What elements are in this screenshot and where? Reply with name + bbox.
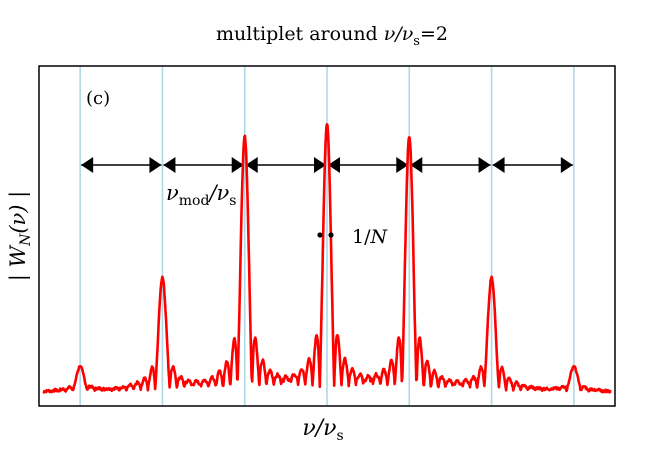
ylabel-open: | W [6,243,31,281]
plot-frame [38,65,616,407]
spacing-sym: ν [166,181,179,205]
chart-title: multiplet around ν/νs=2 [216,23,448,49]
vertical-marker-lines [79,67,575,405]
ylabel-sub: N [18,233,34,247]
panel-label: (c) [86,88,110,109]
spacing-arrow-3 [328,157,409,173]
spacing-arrow-5 [492,157,573,173]
width-dot-right [328,232,334,238]
spacing-arrow-1 [163,157,244,173]
spacing-arrow-0 [81,157,162,173]
xlabel-sym: ν/ν [302,416,336,441]
spacing-arrow-2 [245,157,326,173]
spacing-arrows [81,157,573,173]
spacing-annotation: νmod/νs [166,181,236,209]
spacing-sub: mod [179,193,210,209]
series-curve [42,123,612,394]
width-den: N [370,226,389,248]
title-prefix: multiplet around [216,23,384,45]
title-symbol: ν/ν [384,23,414,45]
spacing-arrow-4 [410,157,491,173]
width-dot-left [317,232,323,238]
x-axis-label: ν/νs [302,416,343,444]
width-annotation: 1/N [352,226,389,248]
width-num: 1/ [352,226,371,248]
y-axis-label: | WN(ν) | [6,191,34,282]
spacing-sub2: s [229,193,236,209]
xlabel-sub: s [336,428,343,444]
ylabel-mid: (ν) | [6,191,31,234]
title-subscript: s [413,34,420,49]
title-suffix: =2 [420,23,448,45]
spacing-mid: /ν [207,181,229,205]
